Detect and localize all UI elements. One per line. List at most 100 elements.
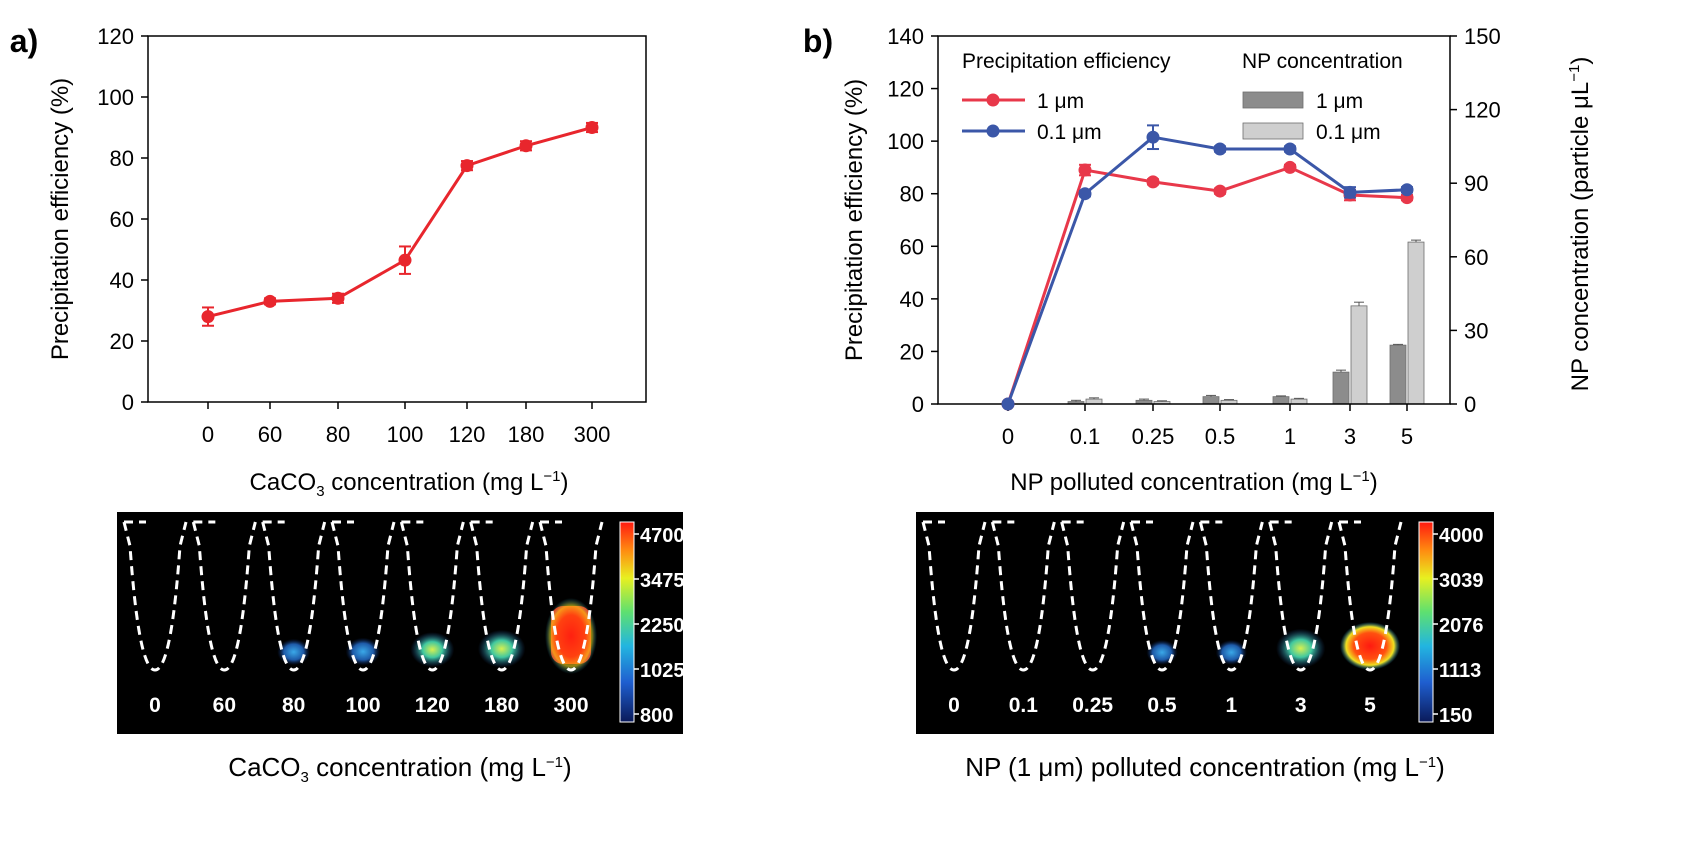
bar bbox=[1350, 305, 1368, 405]
y2-tick-label: 0 bbox=[1464, 392, 1476, 417]
panel-label: b) bbox=[803, 23, 833, 59]
x-tick-label: 60 bbox=[258, 422, 282, 447]
data-point bbox=[1146, 175, 1160, 189]
fluorescence-signal bbox=[410, 632, 455, 668]
x-axis-label-part: −1 bbox=[543, 468, 560, 485]
y-tick-label: 20 bbox=[110, 329, 134, 354]
colorbar-tick-label: 2076 bbox=[1439, 615, 1484, 637]
panel-a: a) 0 20 40 60 80 100 120 0 60 80 100 120 180 300 Precip… bbox=[10, 23, 647, 500]
data-point bbox=[201, 310, 215, 324]
y-tick-label: 0 bbox=[122, 390, 134, 415]
tube-outline bbox=[1337, 521, 1403, 672]
image-background bbox=[117, 512, 683, 734]
tube-outline bbox=[538, 521, 604, 672]
tube-label: 3 bbox=[1295, 694, 1307, 717]
x-axis-label-part: NP polluted concentration (mg L bbox=[1010, 469, 1352, 496]
bar bbox=[1407, 241, 1425, 405]
colorbar-tick-label: 3475 bbox=[640, 570, 685, 592]
x-tick-label: 0.25 bbox=[1132, 424, 1175, 449]
image-caption-part: concentration (mg L bbox=[309, 752, 546, 782]
x-axis-label-part: 3 bbox=[316, 483, 324, 500]
y2-tick-label: 90 bbox=[1464, 171, 1488, 196]
fluorescence-signal bbox=[477, 629, 526, 668]
tube-outline bbox=[1129, 521, 1195, 672]
image-caption-part: NP (1 μm) polluted concentration (mg L bbox=[965, 752, 1419, 782]
image-caption-part: ) bbox=[1436, 752, 1445, 782]
legend-line-label: 0.1 μm bbox=[1037, 121, 1102, 144]
legend-bar-title: NP concentration bbox=[1242, 50, 1403, 73]
colorbar-tick-label: 2250 bbox=[640, 615, 685, 637]
data-point bbox=[1001, 397, 1015, 411]
x-tick-label: 0.1 bbox=[1070, 424, 1101, 449]
x-axis-label-part: −1 bbox=[1353, 468, 1370, 485]
y-tick-label: 120 bbox=[97, 24, 134, 49]
x-axis-label-part: ) bbox=[560, 469, 568, 496]
tube-outline bbox=[1268, 521, 1334, 672]
image-caption: NP (1 μm) polluted concentration (mg L−1… bbox=[965, 752, 1445, 782]
y-axis-label: Precipitation efficiency (%) bbox=[841, 79, 868, 361]
image-caption-part: ) bbox=[563, 752, 572, 782]
tube-outline bbox=[399, 521, 465, 672]
tube-label: 5 bbox=[1364, 694, 1376, 717]
y2-tick-label: 60 bbox=[1464, 245, 1488, 270]
y-tick-label: 60 bbox=[110, 207, 134, 232]
x-tick-label: 80 bbox=[326, 422, 350, 447]
y2-tick-label: 120 bbox=[1464, 98, 1501, 123]
x-tick-label: 180 bbox=[508, 422, 545, 447]
image-panel-b: 0 0.1 0.25 0.5 1 3 5 4000 3039 2076 1113 150 NP (1 μ… bbox=[916, 512, 1494, 782]
fluorescence-signal bbox=[1340, 622, 1400, 670]
image-caption-part: −1 bbox=[546, 754, 563, 771]
y2-axis-label-part: NP concentration (particle μL bbox=[1567, 82, 1594, 392]
data-point bbox=[460, 159, 474, 173]
image-caption: CaCO3 concentration (mg L−1) bbox=[228, 752, 571, 786]
series-line bbox=[1006, 165, 1408, 405]
bar bbox=[1272, 396, 1290, 405]
colorbar-tick-label: 1113 bbox=[1439, 660, 1481, 682]
colorbar-tick-label: 1025 bbox=[640, 660, 685, 682]
colorbar-tick-label: 3039 bbox=[1439, 570, 1484, 592]
tube-label: 60 bbox=[213, 694, 236, 717]
x-tick-label: 100 bbox=[387, 422, 424, 447]
tube-label: 100 bbox=[345, 694, 380, 717]
tube-outline bbox=[330, 521, 396, 672]
x-tick-label: 0 bbox=[1002, 424, 1014, 449]
image-caption-part: 3 bbox=[301, 769, 309, 786]
x-axis-label-part: ) bbox=[1370, 469, 1378, 496]
y-tick-label: 100 bbox=[887, 129, 924, 154]
y2-tick-label: 30 bbox=[1464, 318, 1488, 343]
bar bbox=[1202, 396, 1220, 405]
x-tick-label: 0.5 bbox=[1205, 424, 1236, 449]
x-axis-label-part: concentration (mg L bbox=[325, 469, 544, 496]
data-point bbox=[331, 291, 345, 305]
data-point bbox=[1283, 160, 1297, 174]
tube-label: 0 bbox=[149, 694, 161, 717]
x-tick-label: 120 bbox=[449, 422, 486, 447]
series-line bbox=[207, 126, 593, 319]
data-point bbox=[263, 294, 277, 308]
x-axis-label-part: CaCO bbox=[250, 469, 317, 496]
tube-outline bbox=[990, 521, 1056, 672]
data-point bbox=[585, 121, 599, 134]
tube-label: 0 bbox=[948, 694, 960, 717]
bar bbox=[1332, 371, 1350, 405]
tube-outline bbox=[1198, 521, 1264, 672]
fluorescence-signal bbox=[1215, 639, 1247, 665]
y2-tick-label: 150 bbox=[1464, 24, 1501, 49]
y-tick-label: 80 bbox=[900, 182, 924, 207]
y-tick-label: 120 bbox=[887, 77, 924, 102]
tube-label: 0.25 bbox=[1072, 694, 1113, 717]
x-tick-label: 300 bbox=[574, 422, 611, 447]
legend-bar-label: 0.1 μm bbox=[1316, 121, 1381, 144]
panel-b: b) 0 20 40 60 80 100 120 140 0 30 60 90 120 150 0 0.1 0.2… bbox=[803, 23, 1594, 496]
legend-bar-swatch bbox=[1242, 122, 1304, 140]
image-background bbox=[916, 512, 1494, 734]
y-axis-label: Precipitation efficiency (%) bbox=[47, 78, 74, 360]
colorbar-tick-label: 4700 bbox=[640, 525, 685, 547]
data-point bbox=[398, 253, 412, 267]
fluorescence-signal bbox=[1146, 639, 1178, 665]
tube-outline bbox=[469, 521, 535, 672]
data-point bbox=[1078, 163, 1092, 177]
y-tick-label: 0 bbox=[912, 392, 924, 417]
y-tick-label: 140 bbox=[887, 24, 924, 49]
fluorescence-signal bbox=[277, 638, 311, 666]
